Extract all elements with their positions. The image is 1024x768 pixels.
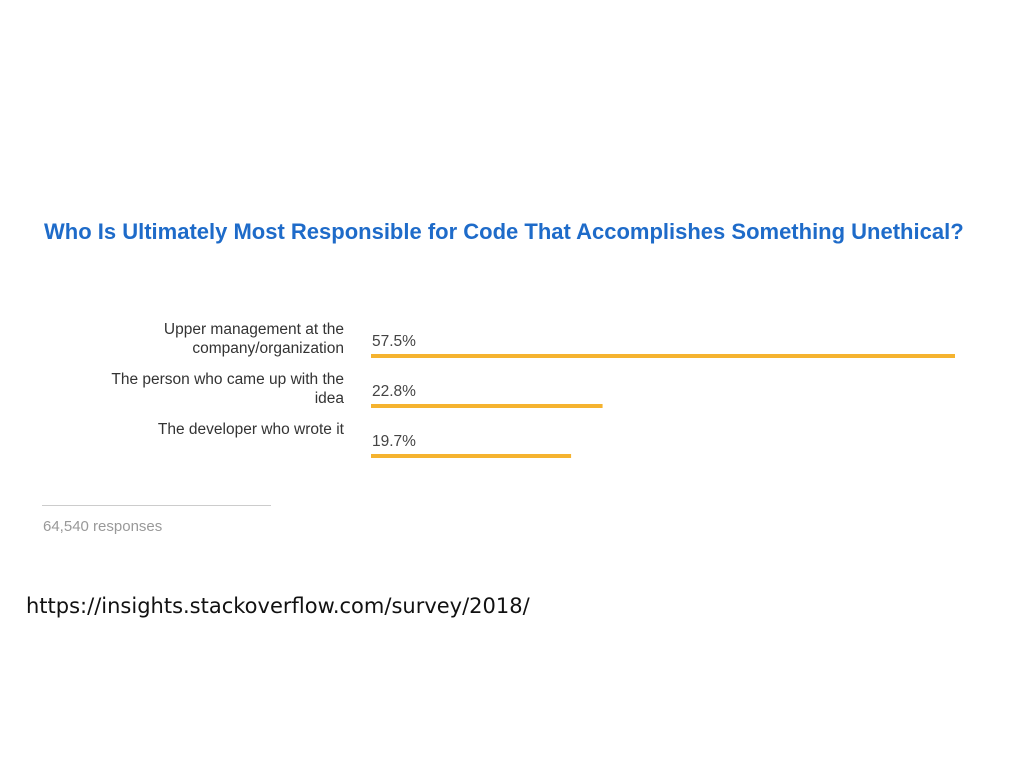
- category-label-line: company/organization: [192, 340, 344, 357]
- chart-title: Who Is Ultimately Most Responsible for C…: [44, 219, 964, 244]
- footer-divider: [42, 505, 271, 506]
- category-label: Upper management at the company/organizat…: [164, 321, 344, 357]
- source-url: https://insights.stackoverflow.com/surve…: [26, 594, 530, 618]
- bar: [371, 454, 572, 458]
- category-label: The person who came up with the idea: [111, 371, 344, 407]
- category-label-line: idea: [315, 390, 345, 407]
- value-label: 19.7%: [372, 433, 416, 450]
- category-label-line: The developer who wrote it: [158, 421, 345, 438]
- bar-chart: Upper management at the company/organizat…: [111, 321, 955, 458]
- response-count: 64,540 responses: [43, 518, 163, 535]
- bar: [371, 354, 955, 358]
- category-label-line: Upper management at the: [164, 321, 344, 338]
- category-label: The developer who wrote it: [158, 421, 345, 438]
- value-label: 22.8%: [372, 383, 416, 400]
- category-label-line: The person who came up with the: [111, 371, 344, 388]
- bar: [371, 404, 603, 408]
- value-label: 57.5%: [372, 333, 416, 350]
